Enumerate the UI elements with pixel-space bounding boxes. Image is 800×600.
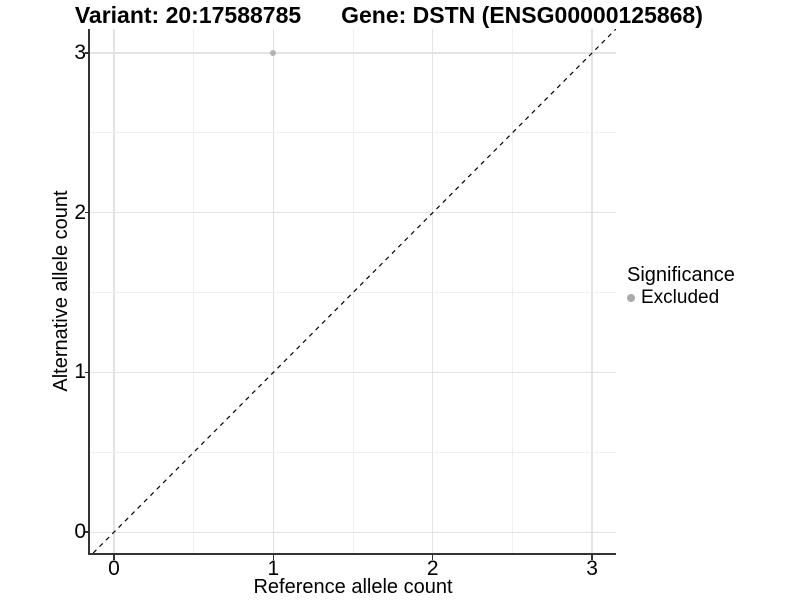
gridline — [90, 132, 616, 134]
chart-title-gene: Gene: DSTN (ENSG00000125868) — [341, 2, 703, 28]
legend-title: Significance — [627, 264, 735, 286]
y-tick-mark — [85, 52, 90, 54]
y-axis-title: Alternative allele count — [50, 190, 72, 392]
identity-line — [92, 29, 616, 553]
legend-item-label: Excluded — [641, 287, 720, 308]
plot-panel — [88, 29, 616, 555]
gridline — [193, 29, 195, 553]
gridline — [90, 531, 616, 533]
y-tick-label: 0 — [74, 520, 86, 544]
identity-line-layer — [92, 29, 616, 553]
gridline — [90, 451, 616, 453]
legend-items: Excluded — [627, 287, 735, 309]
x-tick-mark — [113, 555, 115, 560]
gridline — [591, 29, 593, 553]
legend-item: Excluded — [627, 287, 735, 309]
data-point — [270, 49, 277, 56]
gridline — [352, 29, 354, 553]
y-tick-mark — [85, 531, 90, 533]
x-tick-label: 2 — [426, 557, 439, 580]
gridline — [511, 29, 513, 553]
y-tick-label: 3 — [74, 40, 86, 64]
gridline — [90, 52, 616, 54]
x-axis-title: Reference allele count — [253, 576, 453, 598]
chart-title-variant: Variant: 20:17588785 — [74, 2, 302, 28]
y-tick-mark — [85, 371, 90, 374]
x-tick-label: 3 — [586, 557, 598, 580]
gridline — [272, 29, 274, 553]
x-tick-label: 0 — [108, 557, 120, 580]
x-tick-mark — [591, 555, 593, 560]
y-tick-label: 1 — [74, 360, 86, 384]
gridline — [90, 292, 616, 294]
x-tick-mark — [272, 555, 275, 560]
y-tick-mark — [85, 211, 90, 214]
gridline — [432, 29, 434, 553]
gridline — [113, 29, 115, 553]
legend: Significance Excluded — [627, 264, 735, 309]
legend-point-icon — [627, 294, 635, 302]
gridline — [90, 212, 616, 214]
x-tick-mark — [431, 555, 434, 560]
x-tick-label: 1 — [267, 557, 280, 580]
gridline — [90, 371, 616, 374]
y-tick-label: 2 — [74, 200, 86, 224]
